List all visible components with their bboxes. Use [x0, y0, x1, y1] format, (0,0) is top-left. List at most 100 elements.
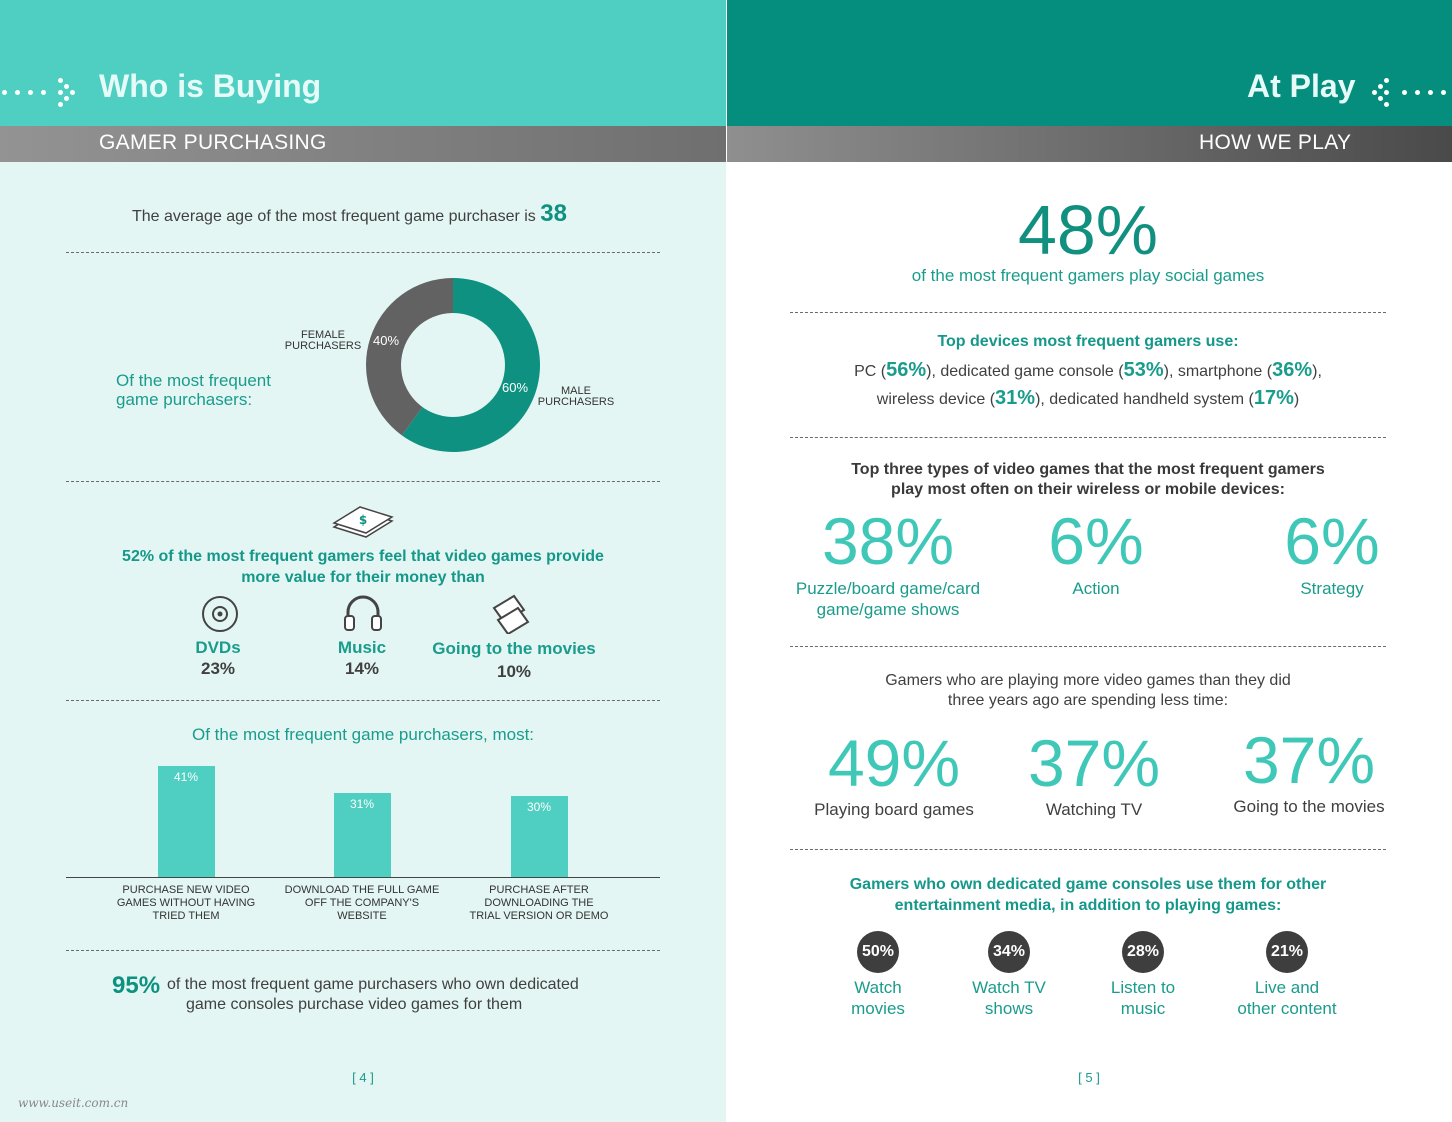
divider [66, 481, 660, 482]
console-use-line1: Live and [1254, 978, 1320, 997]
divider [66, 700, 660, 701]
value-item-pct: 23% [200, 659, 236, 678]
right-section-title: HOW WE PLAY [1199, 131, 1352, 154]
console-use-music: Listen to music [1083, 977, 1203, 1019]
male-pct-label: 60% [502, 380, 529, 395]
female-pct-label: 40% [373, 333, 400, 348]
bar-category-label: DOWNLOAD THE FULL GAME OFF THE COMPANY'S W… [277, 884, 447, 923]
console-use-line2: shows [984, 999, 1034, 1018]
male-label-line2: PURCHASERS [537, 396, 615, 408]
phone-label: ), smartphone ( [1163, 363, 1273, 380]
console-use-line2: other content [1237, 999, 1337, 1018]
handheld-label: ), dedicated handheld system ( [1035, 391, 1254, 408]
donut-intro-line2: game purchasers: [116, 390, 253, 409]
divider [66, 950, 660, 951]
type-label-line2: game/game shows [816, 600, 960, 619]
console-use-line1: Watch [854, 978, 902, 997]
right-header-band [727, 0, 1452, 126]
less-time-line1: Gamers who are playing more video games … [885, 672, 1291, 689]
consoles-line2: game consoles purchase video games for t… [186, 996, 523, 1013]
value-item-dvds: DVDs 23% [158, 637, 278, 679]
bar-chart-title: Of the most frequent game purchasers, mo… [191, 725, 535, 744]
bar-category-line: WEBSITE [337, 910, 387, 922]
console-use-tv: Watch TV shows [949, 977, 1069, 1019]
console-use-line2: music [1120, 999, 1166, 1018]
right-page-number: [ 5 ] [1078, 1070, 1100, 1085]
types-title: Top three types of video games that the … [790, 460, 1386, 500]
bar-category-line: TRIAL VERSION OR DEMO [469, 910, 609, 922]
type-label-line1: Strategy [1300, 579, 1364, 598]
bar: 41% [157, 765, 215, 878]
value-item-pct: 14% [344, 659, 380, 678]
left-page-number: [ 4 ] [352, 1070, 374, 1085]
male-label-line1: MALE [561, 385, 591, 397]
left-page-background [0, 162, 726, 1122]
donut-hole [401, 313, 505, 417]
type-label-line1: Action [1072, 579, 1120, 598]
avg-age-statement: The average age of the most frequent gam… [132, 200, 567, 228]
social-games-text: of the most frequent gamers play social … [911, 266, 1265, 285]
value-item-label: Going to the movies [432, 639, 596, 658]
divider [790, 312, 1386, 313]
consoles-line1: of the most frequent game purchasers who… [167, 976, 579, 993]
left-section-title: GAMER PURCHASING [99, 131, 327, 154]
bar-chart-categories: PURCHASE NEW VIDEO GAMES WITHOUT HAVING TR… [66, 884, 660, 924]
value-item-pct: 10% [496, 662, 532, 681]
bar-value-label: 30% [526, 800, 552, 814]
console-use-line1: Watch TV [972, 978, 1046, 997]
less-time-title: Gamers who are playing more video games … [790, 671, 1386, 711]
less-time-pct: 37% [1242, 723, 1376, 797]
pc-pct: 56% [886, 359, 927, 381]
left-header-title: Who is Buying [99, 68, 322, 104]
bar: 30% [510, 796, 568, 878]
purchaser-gender-donut-chart [366, 278, 540, 452]
dots-arrow-icon [0, 78, 80, 112]
console-pct: 53% [1123, 359, 1164, 381]
divider [790, 646, 1386, 647]
bar-category-line: GAMES WITHOUT HAVING [116, 897, 256, 909]
wireless-label: wireless device ( [876, 391, 996, 408]
types-title-line2: play most often on their wireless or mob… [891, 481, 1285, 498]
svg-text:$: $ [359, 513, 367, 527]
right-subheader-band [727, 126, 1452, 162]
type-label-line1: Puzzle/board game/card [795, 579, 981, 598]
watermark: www.useit.com.cn [18, 1096, 129, 1110]
devices-line2: wireless device (31%), dedicated handhel… [790, 385, 1386, 413]
less-time-label: Playing board games [814, 800, 974, 819]
purchase-behavior-bar-chart: 41% 31% 30% [66, 755, 660, 878]
bar-category-line: PURCHASE AFTER [489, 884, 589, 896]
female-label-line1: FEMALE [300, 329, 345, 341]
devices-line1: PC (56%), dedicated game console (53%), … [790, 357, 1386, 385]
divider [790, 437, 1386, 438]
male-purchasers-label: MALE PURCHASERS [536, 386, 616, 408]
divider [66, 252, 660, 253]
divider [790, 849, 1386, 850]
type-puzzle: 38% Puzzle/board game/card game/game sho… [788, 508, 988, 620]
left-subheader-band [0, 126, 726, 162]
devices-title: Top devices most frequent gamers use: [937, 333, 1239, 350]
type-pct: 6% [1284, 504, 1380, 578]
phone-pct: 36% [1272, 359, 1313, 381]
less-time-board-games: 49% Playing board games [802, 730, 986, 820]
console-label: ), dedicated game console ( [926, 363, 1124, 380]
less-time-label: Watching TV [1045, 800, 1143, 819]
value-item-music: Music 14% [302, 637, 422, 679]
money-stack-icon: $ [332, 506, 394, 538]
value-item-movies: Going to the movies 10% [424, 637, 604, 683]
console-uses-title-line1: Gamers who own dedicated game consoles u… [849, 876, 1327, 893]
value-item-label: Music [337, 638, 387, 657]
console-use-pct-badge: 21% [1266, 931, 1308, 973]
left-header-band [0, 0, 726, 126]
line2-end: ) [1293, 391, 1300, 408]
type-strategy: 6% Strategy [1262, 508, 1402, 599]
consoles-pct: 95% [112, 972, 161, 999]
bar: 31% [333, 793, 391, 878]
value-line2: more value for their money than [241, 569, 485, 586]
bar-category-label: PURCHASE AFTER DOWNLOADING THE TRIAL VERSI… [454, 884, 624, 923]
donut-intro-line1: Of the most frequent [116, 371, 271, 390]
value-statement: 52% of the most frequent gamers feel tha… [66, 546, 660, 588]
handheld-pct: 17% [1253, 387, 1294, 409]
type-pct: 38% [821, 504, 955, 578]
console-use-movies: Watch movies [818, 977, 938, 1019]
bar-category-line: DOWNLOADING THE [484, 897, 594, 909]
